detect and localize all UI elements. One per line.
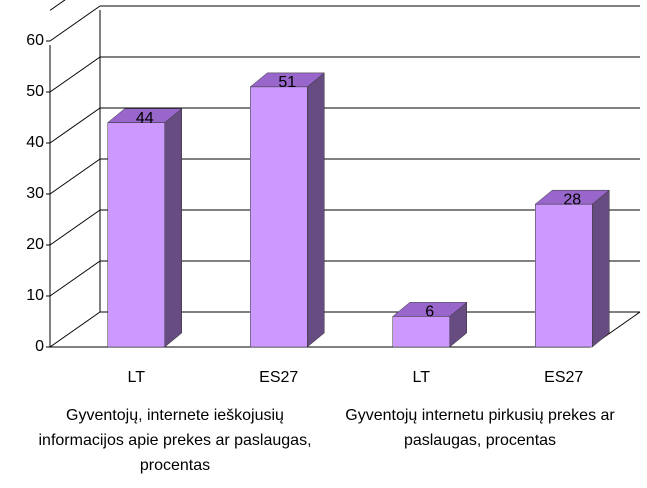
y-tick-label: 0 (35, 338, 44, 355)
bar-front (107, 122, 165, 348)
grid-line (49, 209, 101, 246)
grid-line (49, 311, 101, 348)
x-tick-label: ES27 (544, 369, 583, 386)
y-tick-label: 10 (26, 287, 44, 304)
bar-side (307, 72, 325, 348)
y-tick-label: 40 (26, 134, 44, 151)
x-tick-label: LT (413, 369, 431, 386)
group-label: Gyventojų, internete ieškojusių informac… (38, 407, 312, 474)
value-label: 51 (278, 74, 296, 91)
y-tick-label: 50 (26, 83, 44, 100)
bar-front (535, 203, 593, 348)
bar (534, 189, 610, 348)
grid-line (49, 56, 101, 93)
bar (392, 301, 468, 348)
y-tick-label: 30 (26, 185, 44, 202)
grid-line (49, 5, 101, 42)
bar-side (164, 108, 182, 348)
grid-line (49, 260, 101, 297)
bar (249, 72, 325, 348)
value-label: 6 (425, 304, 434, 321)
x-tick-label: LT (128, 369, 146, 386)
group-label: Gyventojų internetu pirkusių prekes ar p… (345, 407, 615, 449)
value-label: 44 (136, 110, 154, 127)
bar-side (592, 189, 610, 348)
y-tick-label: 60 (26, 32, 44, 49)
back-wall-top-diag (49, 0, 66, 11)
x-tick-label: ES27 (259, 369, 298, 386)
bar-front (392, 316, 450, 348)
bar (107, 108, 183, 348)
value-label: 28 (563, 191, 581, 208)
grid-line (49, 107, 101, 144)
grid-line (49, 158, 101, 195)
bar-front (250, 86, 308, 348)
y-tick-label: 20 (26, 236, 44, 253)
